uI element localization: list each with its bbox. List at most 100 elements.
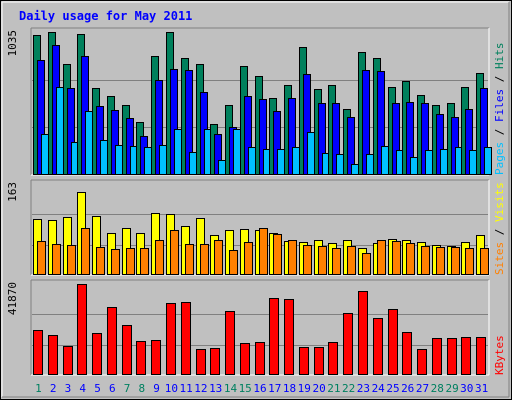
bar-kbytes-day-10 (166, 303, 176, 375)
bar-sites-day-13 (214, 240, 223, 275)
bar-kbytes-day-13 (210, 348, 220, 375)
bar-kbytes-day-30 (461, 337, 471, 375)
series-legend-labels: Pages / Files / Hits (493, 43, 506, 176)
y-axis-max-label: 163 (6, 182, 19, 202)
x-tick-label-24: 24 (372, 382, 386, 395)
x-tick-label-26: 26 (401, 382, 414, 395)
bar-sites-day-22 (347, 246, 356, 275)
bar-sites-day-20 (318, 246, 327, 275)
bar-sites-day-6 (111, 249, 120, 275)
bar-pages-day-14 (233, 129, 241, 175)
x-tick-label-29: 29 (445, 382, 458, 395)
x-tick-label-2: 2 (50, 382, 57, 395)
x-tick-label-27: 27 (416, 382, 429, 395)
bar-kbytes-day-23 (358, 291, 368, 375)
bar-sites-day-11 (185, 244, 194, 275)
bar-kbytes-day-27 (417, 349, 427, 375)
legend-label-files: Files (493, 89, 506, 122)
x-tick-label-19: 19 (298, 382, 311, 395)
bar-kbytes-day-19 (299, 347, 309, 375)
legend-separator: / (493, 69, 506, 89)
bar-sites-day-21 (332, 248, 341, 275)
bar-sites-day-27 (421, 246, 430, 275)
bar-sites-day-30 (465, 248, 474, 275)
bar-kbytes-day-14 (225, 311, 235, 375)
bar-sites-day-15 (244, 242, 253, 275)
bar-sites-day-23 (362, 253, 371, 275)
bar-sites-day-5 (96, 247, 105, 275)
bar-pages-day-28 (440, 149, 448, 175)
bar-kbytes-day-25 (388, 309, 398, 375)
bar-pages-day-27 (425, 150, 433, 175)
bar-pages-day-26 (410, 157, 418, 175)
x-tick-label-10: 10 (165, 382, 178, 395)
bar-pages-day-23 (366, 154, 374, 175)
bar-kbytes-day-17 (269, 298, 279, 375)
bar-pages-day-8 (144, 147, 152, 175)
x-tick-label-5: 5 (94, 382, 101, 395)
legend-label-visits: Visits (493, 182, 506, 222)
x-tick-label-23: 23 (357, 382, 370, 395)
bar-sites-day-31 (480, 248, 489, 275)
legend-label-kbytes: KBytes (493, 335, 506, 375)
bar-kbytes-day-22 (343, 313, 353, 375)
bar-pages-day-30 (469, 150, 477, 175)
bar-pages-day-11 (189, 152, 197, 175)
bar-kbytes-day-1 (33, 330, 43, 375)
bar-pages-day-22 (351, 164, 359, 175)
x-tick-label-12: 12 (194, 382, 207, 395)
bar-kbytes-day-15 (240, 343, 250, 375)
x-tick-label-11: 11 (179, 382, 192, 395)
bar-kbytes-day-31 (476, 337, 486, 375)
legend-separator: / (493, 122, 506, 142)
x-tick-label-13: 13 (209, 382, 222, 395)
x-tick-label-17: 17 (268, 382, 281, 395)
y-axis-max-label: 41870 (6, 282, 19, 315)
bar-sites-day-24 (377, 240, 386, 275)
bar-sites-day-8 (140, 248, 149, 275)
x-tick-label-8: 8 (138, 382, 145, 395)
bar-sites-day-18 (288, 240, 297, 275)
bar-sites-day-28 (436, 247, 445, 275)
x-tick-label-28: 28 (431, 382, 444, 395)
x-axis-labels: 1 2 3 4 5 6 7 8 9 10 11 12 13 14 15 16 17 18 19 20 21 22 23 24 2… (35, 382, 488, 395)
bar-kbytes-day-24 (373, 318, 383, 375)
x-tick-label-22: 22 (342, 382, 355, 395)
x-tick-label-20: 20 (312, 382, 325, 395)
chart-panel-middle: 163 Sites / Visits (6, 179, 506, 276)
y-axis-max-label: 1035 (6, 30, 19, 57)
bar-pages-day-18 (292, 147, 300, 175)
bar-kbytes-day-8 (136, 341, 146, 375)
bar-kbytes-day-29 (447, 338, 457, 375)
legend-label-sites: Sites (493, 242, 506, 275)
x-tick-label-25: 25 (386, 382, 399, 395)
chart-title: Daily usage for May 2011 (19, 9, 192, 23)
bar-kbytes-day-11 (181, 302, 191, 375)
bar-kbytes-day-21 (328, 342, 338, 375)
x-tick-label-14: 14 (224, 382, 238, 395)
bar-pages-day-5 (100, 140, 108, 175)
bar-kbytes-day-5 (92, 333, 102, 375)
bar-pages-day-10 (174, 129, 182, 175)
bar-sites-day-1 (37, 241, 46, 275)
bar-sites-day-14 (229, 250, 238, 275)
bar-pages-day-13 (218, 160, 226, 175)
x-tick-label-15: 15 (239, 382, 252, 395)
bar-pages-day-1 (41, 134, 49, 175)
bar-pages-day-24 (381, 146, 389, 175)
x-tick-label-1: 1 (35, 382, 42, 395)
chart-panels: 1035 Pages / Files / Hits 163 Sites / Visit… (6, 27, 506, 376)
x-tick-label-18: 18 (283, 382, 296, 395)
bar-kbytes-day-12 (196, 349, 206, 375)
legend-label-pages: Pages (493, 142, 506, 175)
bar-kbytes-day-18 (284, 299, 294, 375)
series-legend-labels: KBytes (493, 335, 506, 375)
bar-sites-day-29 (451, 247, 460, 275)
x-tick-label-21: 21 (327, 382, 340, 395)
bar-kbytes-day-7 (122, 325, 132, 375)
bar-pages-day-15 (248, 147, 256, 175)
bar-kbytes-day-6 (107, 307, 117, 375)
x-tick-label-4: 4 (79, 382, 86, 395)
